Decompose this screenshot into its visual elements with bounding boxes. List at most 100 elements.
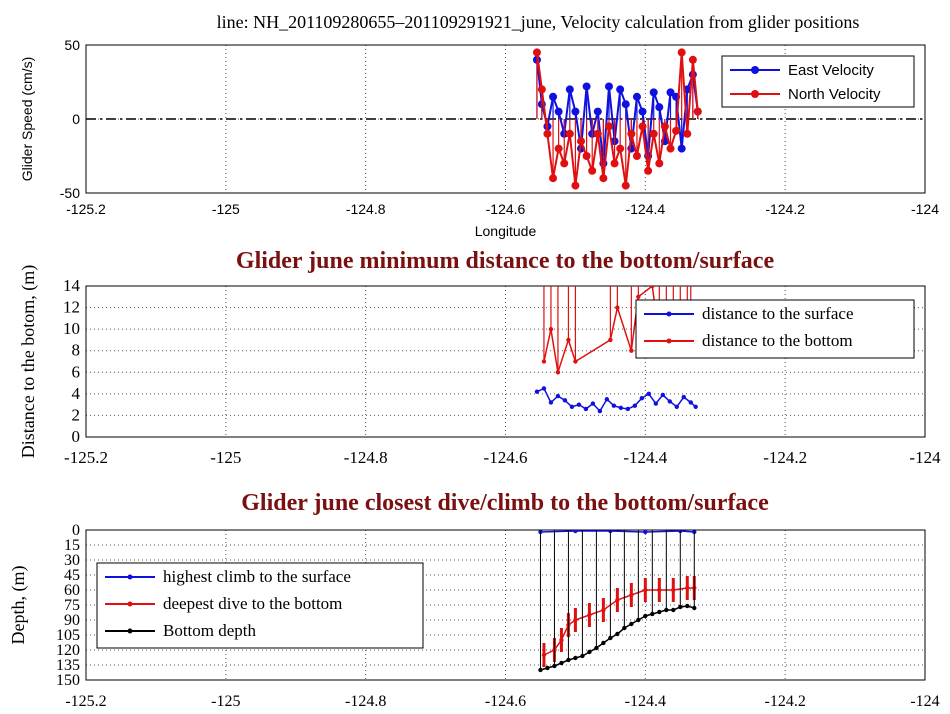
bottom-depth-point	[608, 635, 613, 641]
north-velocity-point	[532, 48, 541, 57]
bottom-depth-point	[580, 653, 585, 659]
bottom-depth-point	[601, 640, 606, 646]
bottom-depth-point	[538, 667, 543, 673]
deepest-dive-to-the-bottom-point	[643, 587, 648, 593]
y-tick-label: 105	[56, 627, 80, 644]
distance-to-the-surface-point	[688, 400, 693, 405]
legend-label-bottom-depth: Bottom depth	[163, 621, 257, 640]
east-velocity-point	[549, 92, 558, 101]
x-tick-label: -124.2	[763, 448, 807, 467]
x-tick-label: -124.8	[346, 201, 386, 217]
north-velocity-point	[632, 152, 641, 160]
x-tick-label: -125	[211, 693, 240, 710]
east-velocity-point	[649, 88, 658, 97]
north-velocity-point	[688, 55, 697, 64]
distance-to-the-surface-point	[604, 397, 610, 402]
north-velocity-point	[554, 144, 563, 153]
x-tick-label: -124.4	[625, 201, 665, 217]
bottom-depth-point	[657, 609, 662, 615]
bottom-depth-point	[552, 663, 557, 669]
north-velocity-point	[638, 122, 647, 131]
y-tick-label: -50	[60, 185, 80, 201]
distance-to-the-surface-point	[576, 402, 582, 407]
x-tick-label: -124.6	[484, 448, 528, 467]
bottom-depth-point	[664, 607, 669, 613]
legend-marker-east-velocity	[751, 66, 759, 74]
bottom-depth-point	[594, 645, 599, 651]
bottom-depth-point	[650, 611, 655, 617]
y-tick-label: 120	[56, 642, 80, 659]
legend-box	[721, 55, 915, 108]
x-tick-label: -124.2	[765, 693, 806, 710]
distance-to-the-surface-point	[555, 393, 561, 399]
bottom-depth-point	[678, 604, 683, 610]
bottom-depth-point	[587, 649, 592, 655]
highest-climb-to-the-surface-point	[573, 530, 578, 534]
x-tick-label: -125.2	[64, 448, 108, 467]
legend: East Velocity North Velocity	[721, 55, 915, 108]
distance-to-the-surface-point	[590, 401, 596, 406]
distance-to-the-bottom-point	[548, 326, 554, 332]
deepest-dive-to-the-bottom-point	[615, 597, 620, 603]
distance-to-the-surface-point	[562, 398, 568, 403]
legend: highest climb to the surface deepest dive…	[96, 562, 424, 649]
y-tick-label: 150	[56, 672, 80, 689]
deepest-dive-to-the-bottom-line	[543, 587, 695, 656]
north-velocity-point	[537, 85, 546, 94]
distance-to-the-surface-point	[674, 404, 679, 409]
legend-marker-distance-to-the-surface	[666, 311, 672, 317]
x-tick-label: -125.2	[65, 693, 106, 710]
bottom-depth-line	[540, 605, 695, 671]
deepest-dive-to-the-bottom-point	[657, 587, 662, 593]
y-tick-label: 14	[63, 276, 81, 295]
north-velocity-point	[549, 174, 558, 183]
east-velocity-point	[666, 88, 675, 97]
east-velocity-point	[632, 92, 641, 101]
y-tick-label: 60	[64, 582, 80, 599]
distance-to-the-bottom-point	[541, 359, 547, 364]
x-tick-label: -124	[911, 201, 939, 217]
distance-to-the-surface-point	[625, 406, 631, 412]
north-velocity-point	[582, 152, 591, 160]
y-tick-label: 15	[64, 537, 80, 554]
distance-to-the-surface-point	[618, 405, 624, 411]
deepest-dive-to-the-bottom-point	[685, 585, 690, 591]
north-velocity-point	[588, 166, 597, 175]
legend-marker-distance-to-the-bottom	[666, 338, 672, 344]
y-tick-label: 12	[63, 298, 80, 317]
east-velocity-point	[565, 85, 574, 94]
y-tick-label: 0	[72, 522, 80, 539]
legend-label-highest-climb-to-the-surface: highest climb to the surface	[163, 567, 351, 586]
distance-to-the-bottom-point	[629, 348, 634, 353]
bottom-depth-point	[636, 617, 641, 623]
distance-to-the-surface-point	[569, 404, 575, 409]
distance-to-the-bottom-point	[636, 294, 641, 299]
north-velocity-point	[693, 107, 702, 116]
x-tick-label: -125	[210, 448, 241, 467]
legend-marker-north-velocity	[751, 90, 759, 98]
chart-title: Glider june closest dive/climb to the bo…	[241, 490, 769, 516]
north-velocity-point	[599, 174, 608, 183]
distance-to-the-surface-point	[653, 401, 659, 406]
x-axis-label: Longitude	[475, 223, 537, 239]
east-velocity-point	[604, 82, 613, 91]
x-tick-label: -124.8	[345, 693, 386, 710]
chart-panel-2: Glider june minimum distance to the bott…	[18, 248, 941, 467]
x-tick-label: -124.4	[625, 693, 666, 710]
legend-marker-highest-climb-to-the-surface	[127, 574, 133, 580]
y-tick-label: 8	[72, 341, 81, 360]
y-tick-label: 135	[56, 657, 80, 674]
north-velocity-point	[621, 181, 630, 190]
chart-title: Glider june minimum distance to the bott…	[236, 248, 775, 274]
deepest-dive-to-the-bottom-point	[601, 607, 606, 613]
legend-label-north-velocity: North Velocity	[788, 86, 881, 103]
east-velocity-point	[554, 107, 563, 116]
legend-marker-deepest-dive-to-the-bottom	[127, 601, 133, 607]
plot-frame	[85, 285, 926, 438]
x-tick-label: -124.2	[765, 201, 805, 217]
chart-title: line: NH_201109280655–201109291921_june,…	[217, 12, 860, 32]
plot-frame	[85, 529, 926, 681]
y-tick-label: 50	[64, 37, 80, 53]
distance-to-the-bottom-point	[573, 359, 578, 364]
